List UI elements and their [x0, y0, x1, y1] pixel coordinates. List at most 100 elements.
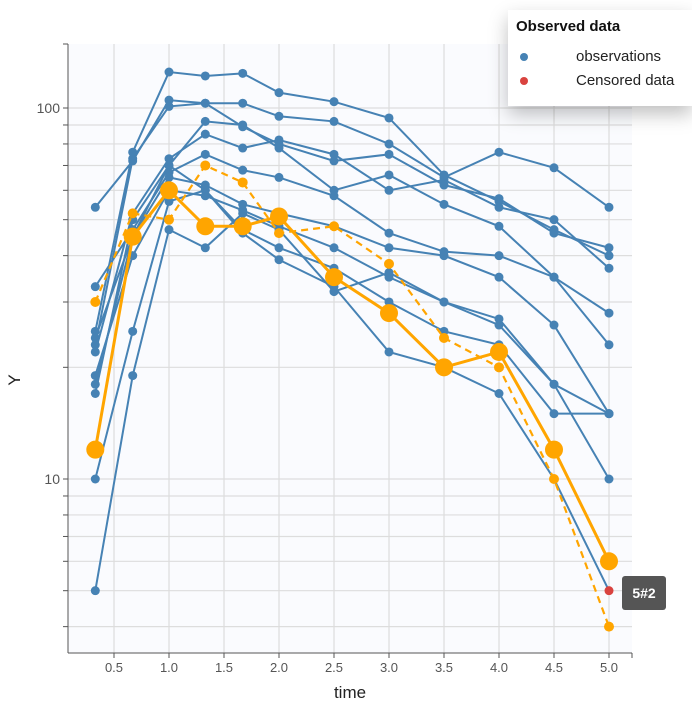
- observation-point: [384, 170, 394, 180]
- observation-line: [94, 153, 610, 346]
- median-point: [127, 208, 138, 219]
- censored-marker-icon: [520, 77, 528, 85]
- observation-point: [274, 243, 284, 253]
- y-tick-label: 10: [44, 471, 60, 487]
- x-axis-label: time: [334, 683, 366, 702]
- x-tick-label: 0.5: [105, 660, 123, 675]
- observation-point: [164, 225, 174, 235]
- observation-point: [200, 149, 210, 159]
- observation-point: [494, 389, 504, 399]
- observation-point: [494, 194, 504, 204]
- observation-point: [238, 143, 248, 153]
- mean-line: [93, 188, 611, 562]
- observation-point: [164, 67, 174, 77]
- observation-point: [274, 143, 284, 153]
- observation-point: [549, 320, 559, 330]
- mean-point: [380, 304, 398, 323]
- observation-point: [274, 111, 284, 121]
- y-axis-label: Y: [5, 374, 24, 385]
- observation-point: [549, 163, 559, 173]
- legend: Observed data observations Censored data: [508, 10, 692, 106]
- observation-point: [90, 202, 100, 212]
- mean-point: [325, 268, 343, 287]
- observation-point: [128, 326, 138, 336]
- observation-point: [329, 191, 339, 201]
- observation-point: [128, 371, 138, 381]
- observation-point: [200, 243, 210, 253]
- observation-point: [384, 139, 394, 149]
- mean-point: [160, 181, 178, 200]
- observation-line: [94, 164, 609, 415]
- legend-title: Observed data: [516, 18, 621, 35]
- observation-line: [94, 189, 610, 592]
- plot-background: [68, 44, 632, 653]
- axes: 0.5 1.0 1.5 2.0 2.5 3.0 3.5 4.0 4.5 5.0 10 100: [37, 43, 633, 675]
- grid: [68, 44, 632, 653]
- mean-series: [86, 181, 618, 571]
- observation-point: [200, 185, 210, 195]
- observation-point: [384, 228, 394, 238]
- observation-point: [90, 333, 100, 343]
- observation-point: [439, 175, 449, 185]
- observation-line: [94, 133, 610, 353]
- observation-point: [90, 474, 100, 484]
- x-tick-label: 4.5: [545, 660, 563, 675]
- median-point: [164, 214, 174, 225]
- observation-point: [384, 185, 394, 195]
- observation-point: [384, 243, 394, 253]
- observation-point: [494, 272, 504, 282]
- observation-point: [164, 95, 174, 105]
- mean-point: [270, 207, 288, 226]
- observation-point: [604, 202, 614, 212]
- observation-point: [494, 251, 504, 261]
- median-point: [274, 228, 284, 239]
- median-point: [439, 332, 449, 343]
- x-tick-label: 2.5: [325, 660, 343, 675]
- hover-tooltip: 5#2: [622, 576, 666, 610]
- observation-line: [94, 70, 610, 332]
- observation-point: [604, 243, 614, 253]
- series-layer: [86, 67, 618, 632]
- observation-point: [549, 272, 559, 282]
- observation-line: [94, 212, 610, 591]
- mean-point: [196, 217, 215, 236]
- observation-point: [238, 208, 248, 218]
- observation-point: [238, 68, 248, 78]
- median-point: [90, 296, 101, 307]
- observation-point: [274, 88, 284, 98]
- observation-point: [494, 320, 504, 330]
- observation-point: [329, 156, 339, 166]
- observation-point: [604, 474, 614, 484]
- observation-point: [274, 255, 284, 265]
- observation-point: [494, 221, 504, 231]
- median-point: [549, 474, 559, 484]
- observation-point: [164, 154, 174, 164]
- observation-point: [384, 347, 394, 357]
- observation-point: [384, 268, 394, 278]
- observation-point: [90, 282, 100, 292]
- observation-point: [274, 135, 284, 145]
- observation-point: [200, 129, 210, 139]
- observation-point: [329, 243, 339, 253]
- x-tick-label: 4.0: [490, 660, 508, 675]
- legend-item-observations[interactable]: observations: [520, 48, 661, 65]
- legend-item-censored[interactable]: Censored data: [520, 72, 674, 89]
- observation-point: [164, 196, 174, 206]
- observation-point: [439, 297, 449, 307]
- observation-point: [238, 165, 248, 175]
- observation-point: [238, 120, 248, 130]
- observation-point: [439, 199, 449, 209]
- x-tick-label: 1.5: [215, 660, 233, 675]
- observation-point: [90, 389, 100, 399]
- censored-point: [604, 586, 614, 596]
- x-tick-label: 5.0: [600, 660, 618, 675]
- observation-line: [94, 120, 610, 394]
- observation-point: [494, 202, 504, 212]
- mean-point: [545, 440, 563, 459]
- median-point: [604, 621, 614, 632]
- observation-line: [94, 189, 610, 480]
- median-series: [90, 160, 614, 632]
- observation-point: [604, 251, 614, 261]
- observation-point: [200, 98, 210, 108]
